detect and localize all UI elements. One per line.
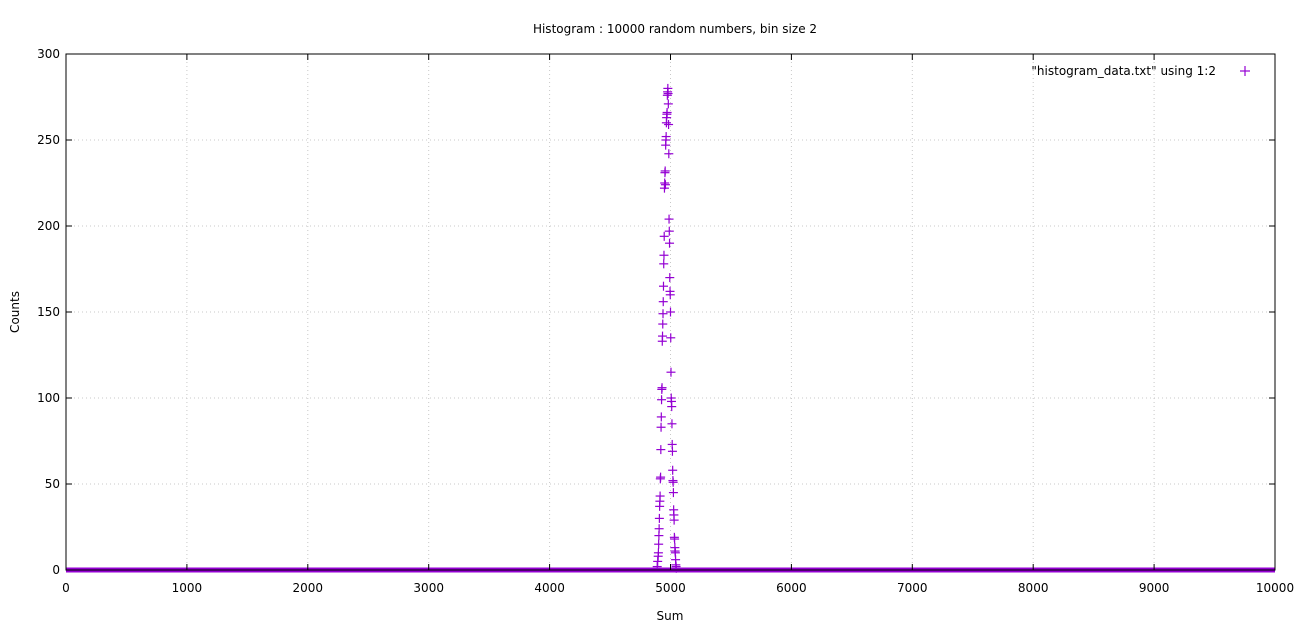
data-point (659, 250, 669, 260)
x-tick-label: 10000 (1256, 581, 1294, 595)
data-point (660, 166, 670, 176)
tick-labels: 0 1000 2000 3000 4000 5000 6000 7000 8000 9000 100… (37, 47, 1294, 595)
x-tick-label: 2000 (293, 581, 324, 595)
data-point (654, 539, 664, 549)
legend-marker (1240, 66, 1250, 76)
data-point (656, 445, 666, 455)
data-point (667, 402, 677, 412)
y-axis-label: Counts (8, 291, 22, 333)
data-point (660, 180, 670, 190)
x-tick-label: 9000 (1139, 581, 1170, 595)
data-point (659, 259, 669, 269)
data-point (658, 331, 668, 341)
data-point (661, 132, 671, 142)
data-point (657, 395, 667, 405)
y-tick-label: 300 (37, 47, 60, 61)
x-tick-label: 0 (62, 581, 70, 595)
data-point (663, 89, 673, 99)
data-point (666, 307, 675, 317)
data-point (663, 99, 673, 109)
data-point (671, 563, 681, 573)
data-point (668, 465, 678, 475)
data-point (656, 412, 666, 422)
data-point (665, 290, 675, 300)
data-point (654, 524, 664, 534)
data-point (654, 513, 664, 523)
data-point (669, 515, 679, 525)
data-point (670, 534, 680, 544)
data-point (664, 149, 674, 159)
x-tick-label: 3000 (413, 581, 444, 595)
y-tick-label: 150 (37, 305, 60, 319)
data-point (667, 446, 677, 456)
data-point (656, 472, 666, 482)
chart-title: Histogram : 10000 random numbers, bin si… (533, 22, 817, 36)
y-tick-label: 0 (52, 563, 60, 577)
data-point (656, 422, 666, 432)
x-tick-label: 8000 (1018, 581, 1049, 595)
data-point (665, 238, 675, 248)
x-tick-label: 5000 (655, 581, 686, 595)
data-point (664, 226, 674, 236)
data-point (658, 319, 668, 329)
data-point (658, 297, 668, 307)
y-tick-label: 50 (45, 477, 60, 491)
data-point (655, 491, 665, 501)
data-point (660, 178, 670, 188)
data-point (668, 477, 678, 487)
y-tick-label: 100 (37, 391, 60, 405)
data-point (662, 107, 672, 117)
data-point (665, 273, 675, 283)
data-point (653, 548, 663, 558)
legend-label: "histogram_data.txt" using 1:2 (1031, 64, 1216, 78)
data-point (667, 419, 677, 429)
data-point (659, 231, 669, 241)
data-point (664, 120, 674, 130)
x-tick-label: 7000 (897, 581, 928, 595)
data-point (664, 214, 674, 224)
legend: "histogram_data.txt" using 1:2 (1031, 64, 1250, 78)
x-tick-label: 6000 (776, 581, 807, 595)
y-tick-label: 250 (37, 133, 60, 147)
x-tick-label: 4000 (534, 581, 565, 595)
x-axis-label: Sum (657, 609, 684, 623)
data-point (666, 333, 676, 343)
data-point (666, 367, 676, 377)
axis-ticks (65, 53, 1276, 571)
data-points (652, 83, 681, 573)
data-point (668, 488, 678, 498)
data-point (658, 281, 668, 291)
data-point (658, 309, 668, 319)
y-tick-label: 200 (37, 219, 60, 233)
data-point (657, 383, 667, 393)
x-tick-label: 1000 (172, 581, 203, 595)
